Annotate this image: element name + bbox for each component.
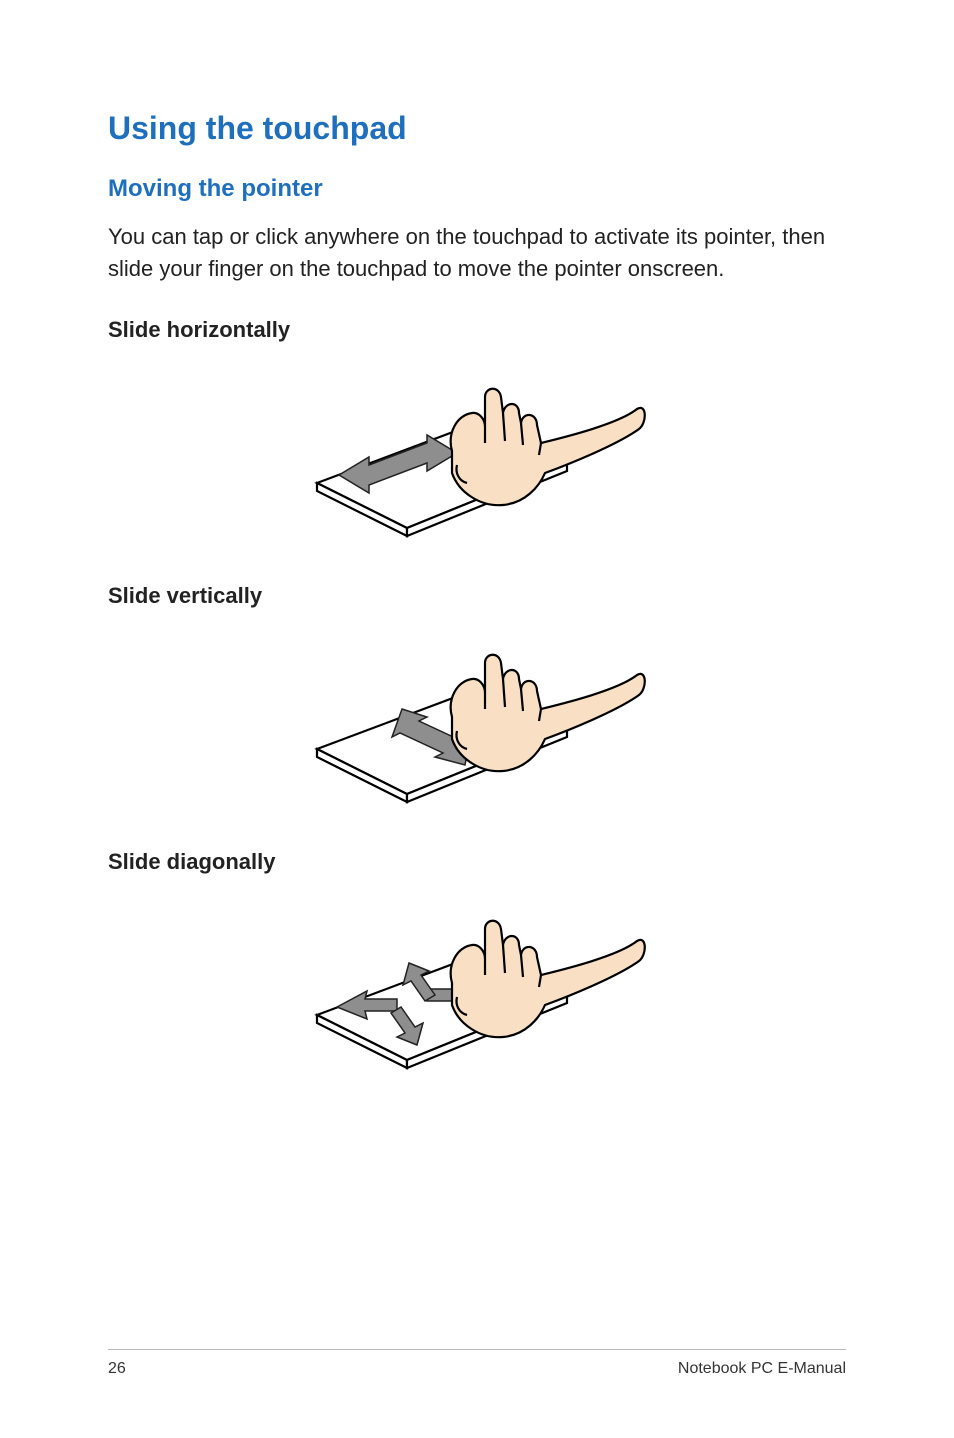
- page-footer: 26 Notebook PC E-Manual: [108, 1349, 846, 1378]
- page-title: Using the touchpad: [108, 110, 846, 147]
- subheading-vertical: Slide vertically: [108, 583, 846, 609]
- footer-divider: [108, 1349, 846, 1350]
- illustration-diagonal: [108, 885, 846, 1085]
- section-heading: Moving the pointer: [108, 175, 846, 203]
- subheading-diagonal: Slide diagonally: [108, 849, 846, 875]
- touchpad-diagonal-icon: [307, 885, 647, 1085]
- manual-page: Using the touchpad Moving the pointer Yo…: [0, 0, 954, 1438]
- touchpad-vertical-icon: [307, 619, 647, 819]
- subheading-horizontal: Slide horizontally: [108, 317, 846, 343]
- footer-label: Notebook PC E-Manual: [678, 1360, 846, 1378]
- illustration-horizontal: [108, 353, 846, 553]
- touchpad-horizontal-icon: [307, 353, 647, 553]
- intro-paragraph: You can tap or click anywhere on the tou…: [108, 221, 828, 285]
- illustration-vertical: [108, 619, 846, 819]
- page-number: 26: [108, 1360, 126, 1378]
